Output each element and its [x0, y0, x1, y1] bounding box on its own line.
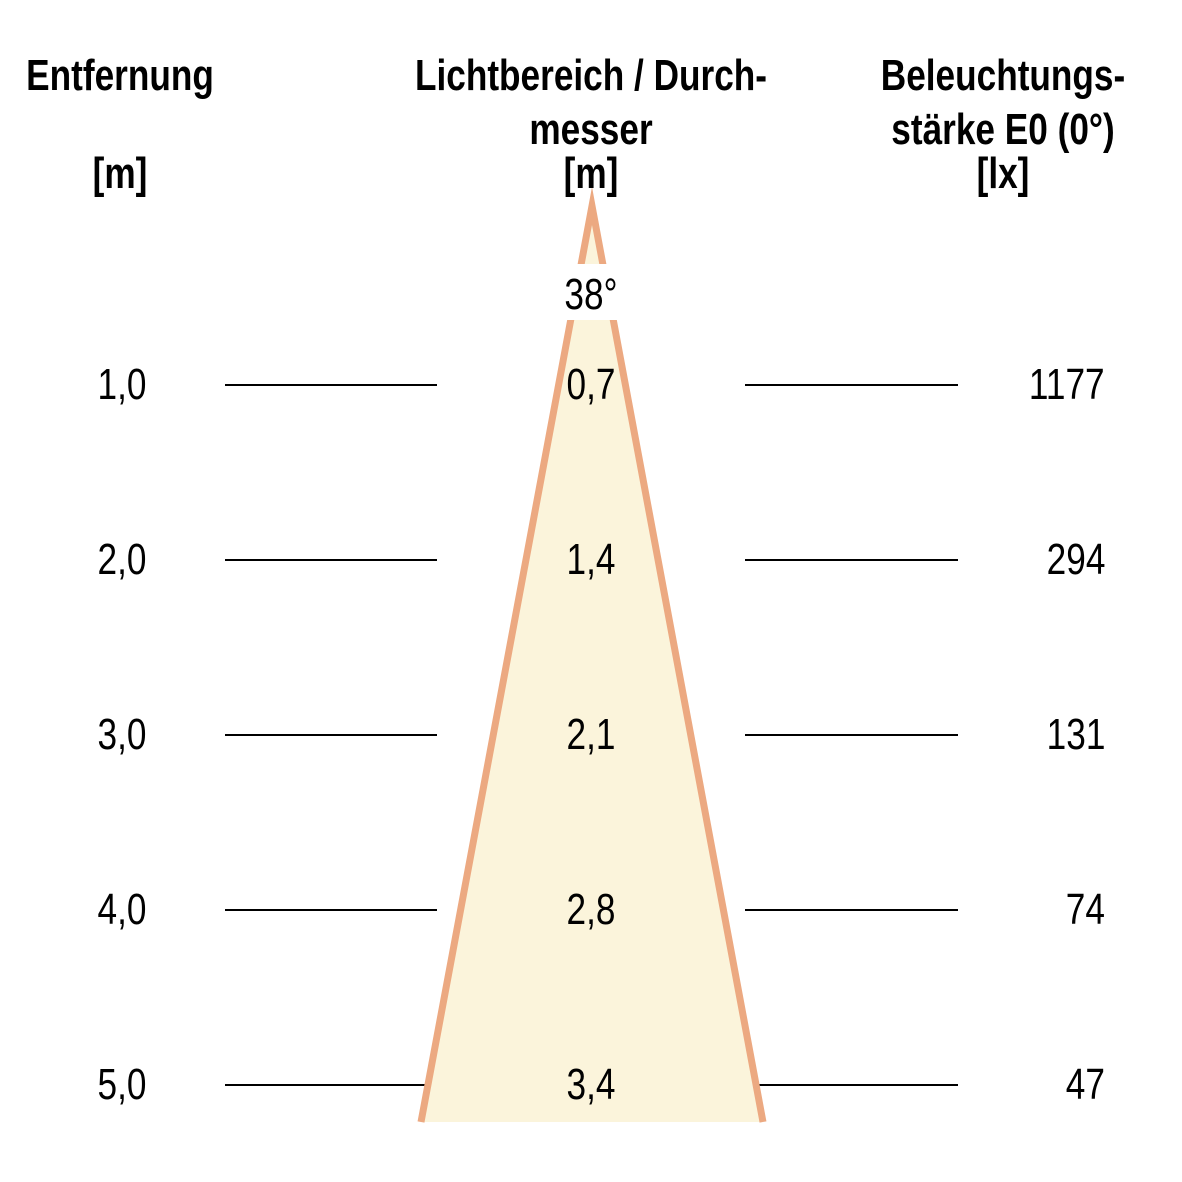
header-distance-title: Entfernung — [26, 51, 214, 100]
row-1-diameter-value: 0,7 — [566, 360, 616, 409]
row-3-distance-value: 3,0 — [97, 710, 147, 759]
header-diameter-title-line1: Lichtbereich / Durch- — [414, 51, 768, 100]
row-1-distance-value: 1,0 — [97, 360, 147, 409]
beam-angle-gap-mask — [520, 264, 664, 320]
row-5-illuminance-value: 47 — [1065, 1060, 1105, 1109]
row-5-diameter-value: 3,4 — [566, 1060, 616, 1109]
beam-angle-label: 38° — [564, 270, 618, 319]
row-1-illuminance-value: 1177 — [1029, 360, 1105, 409]
row-4-distance-value: 4,0 — [97, 885, 147, 934]
row-2-illuminance-value: 294 — [1046, 535, 1105, 584]
light-cone — [421, 206, 763, 1122]
row-4-illuminance-value: 74 — [1065, 885, 1105, 934]
header-distance-unit: [m] — [92, 149, 148, 198]
row-connector-lines — [225, 384, 958, 1086]
row-2-distance-value: 2,0 — [97, 535, 147, 584]
header-diameter-unit: [m] — [563, 149, 619, 198]
light-cone-outline — [417, 186, 767, 1123]
header-illuminance-title-line2: stärke E0 (0°) — [891, 105, 1115, 154]
row-2-diameter-value: 1,4 — [566, 535, 616, 584]
row-5-distance-value: 5,0 — [97, 1060, 147, 1109]
header-diameter-title-line2: messer — [529, 105, 653, 154]
header-illuminance-unit: [lx] — [976, 149, 1030, 198]
row-3-diameter-value: 2,1 — [566, 710, 616, 759]
row-3-illuminance-value: 131 — [1046, 710, 1105, 759]
header-illuminance-title-line1: Beleuchtungs- — [880, 51, 1126, 100]
row-4-diameter-value: 2,8 — [566, 885, 616, 934]
